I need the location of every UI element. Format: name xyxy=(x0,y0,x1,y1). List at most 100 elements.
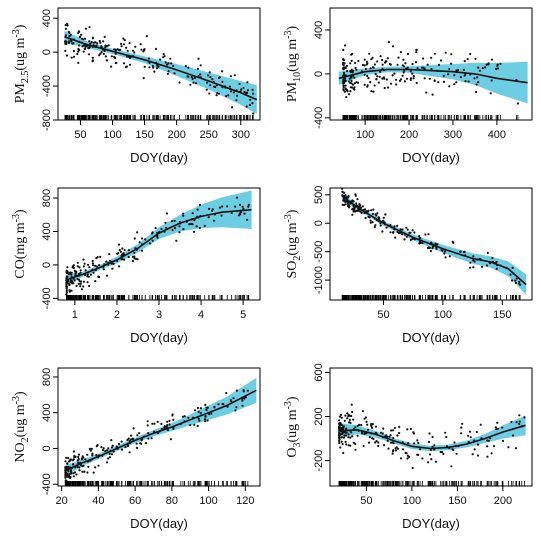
y-tick-label: 800 xyxy=(41,368,53,386)
data-point xyxy=(510,420,513,424)
data-point xyxy=(243,90,246,94)
data-point xyxy=(123,248,126,252)
data-point xyxy=(370,426,374,429)
data-point xyxy=(79,271,82,274)
data-point xyxy=(198,419,201,422)
data-point xyxy=(116,252,119,255)
data-point xyxy=(104,450,107,453)
data-point xyxy=(206,419,209,422)
data-point xyxy=(366,210,369,213)
x-tick-label: 400 xyxy=(488,129,506,141)
data-point xyxy=(392,437,395,440)
data-point xyxy=(371,437,374,440)
data-point xyxy=(429,448,432,451)
data-point xyxy=(82,265,85,268)
data-point xyxy=(374,73,377,76)
data-point xyxy=(196,67,199,70)
data-point xyxy=(151,232,154,235)
data-point xyxy=(371,212,374,215)
data-point xyxy=(182,212,185,215)
y-tick-label: 600 xyxy=(313,363,325,381)
data-point xyxy=(64,471,68,474)
data-point xyxy=(226,205,229,208)
data-point xyxy=(409,70,412,73)
data-point xyxy=(136,231,139,234)
x-tick-label: 200 xyxy=(167,129,185,141)
y-axis-label: SO2(ug m-3) xyxy=(283,209,303,278)
data-point xyxy=(351,199,354,202)
data-point xyxy=(342,191,345,194)
smooth-curve xyxy=(339,424,526,450)
data-point xyxy=(479,423,482,426)
data-point xyxy=(119,48,122,52)
data-point xyxy=(151,239,154,242)
x-tick-label: 200 xyxy=(400,129,418,141)
data-point xyxy=(361,205,364,208)
data-point xyxy=(411,238,414,241)
data-point xyxy=(117,243,121,246)
data-point xyxy=(228,85,231,88)
data-point xyxy=(120,440,123,443)
data-point xyxy=(416,67,419,70)
smooth-curve xyxy=(66,208,252,281)
data-point xyxy=(430,67,433,71)
data-point xyxy=(361,410,364,413)
data-point xyxy=(486,439,489,442)
data-point xyxy=(399,228,402,231)
data-point xyxy=(105,44,108,48)
data-point xyxy=(182,228,185,231)
data-point xyxy=(143,48,146,51)
panel-pm25: 50 100 150 200 250 300 -800 -400 0 400 DOY(day) PM2… xyxy=(11,7,261,165)
data-point xyxy=(147,432,150,435)
data-point xyxy=(148,66,151,69)
data-point xyxy=(247,205,250,208)
data-point xyxy=(354,66,357,70)
data-point xyxy=(477,81,480,84)
data-point xyxy=(378,75,381,78)
data-point xyxy=(444,250,447,253)
data-point xyxy=(78,44,81,47)
data-point xyxy=(241,399,244,402)
data-point xyxy=(409,238,412,241)
data-point xyxy=(234,409,237,412)
data-point xyxy=(439,450,442,454)
data-point xyxy=(430,458,433,461)
smooth-curve xyxy=(341,195,527,286)
data-point xyxy=(344,414,347,417)
data-point xyxy=(462,68,465,71)
data-point xyxy=(490,79,493,82)
data-point xyxy=(153,70,156,73)
data-point xyxy=(397,56,400,59)
data-point xyxy=(114,49,117,52)
data-point xyxy=(87,53,91,56)
data-point xyxy=(501,426,504,429)
data-point xyxy=(188,223,191,226)
data-point xyxy=(437,81,440,84)
data-point xyxy=(103,49,106,53)
data-point xyxy=(87,275,91,278)
data-point xyxy=(444,51,447,54)
y-tick-label: 400 xyxy=(41,9,53,27)
data-point xyxy=(68,35,71,38)
data-point xyxy=(87,465,90,468)
scatter-points xyxy=(342,41,520,105)
data-point xyxy=(143,65,146,68)
data-point xyxy=(393,225,396,228)
data-point xyxy=(399,78,403,81)
data-point xyxy=(204,420,207,423)
data-point xyxy=(342,63,345,66)
data-point xyxy=(350,79,353,82)
data-point xyxy=(134,45,137,48)
data-point xyxy=(343,44,347,47)
data-point xyxy=(248,103,252,107)
data-point xyxy=(189,424,192,427)
data-point xyxy=(144,238,147,241)
data-point xyxy=(94,264,97,267)
data-point xyxy=(78,36,82,39)
data-point xyxy=(221,70,224,73)
data-point xyxy=(152,66,155,69)
data-point xyxy=(406,66,409,69)
data-point xyxy=(399,457,403,460)
data-point xyxy=(402,65,406,68)
data-point xyxy=(338,419,341,422)
